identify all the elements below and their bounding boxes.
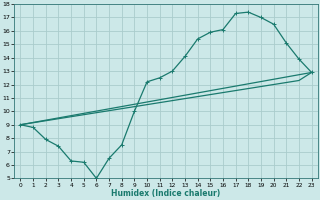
X-axis label: Humidex (Indice chaleur): Humidex (Indice chaleur) — [111, 189, 221, 198]
